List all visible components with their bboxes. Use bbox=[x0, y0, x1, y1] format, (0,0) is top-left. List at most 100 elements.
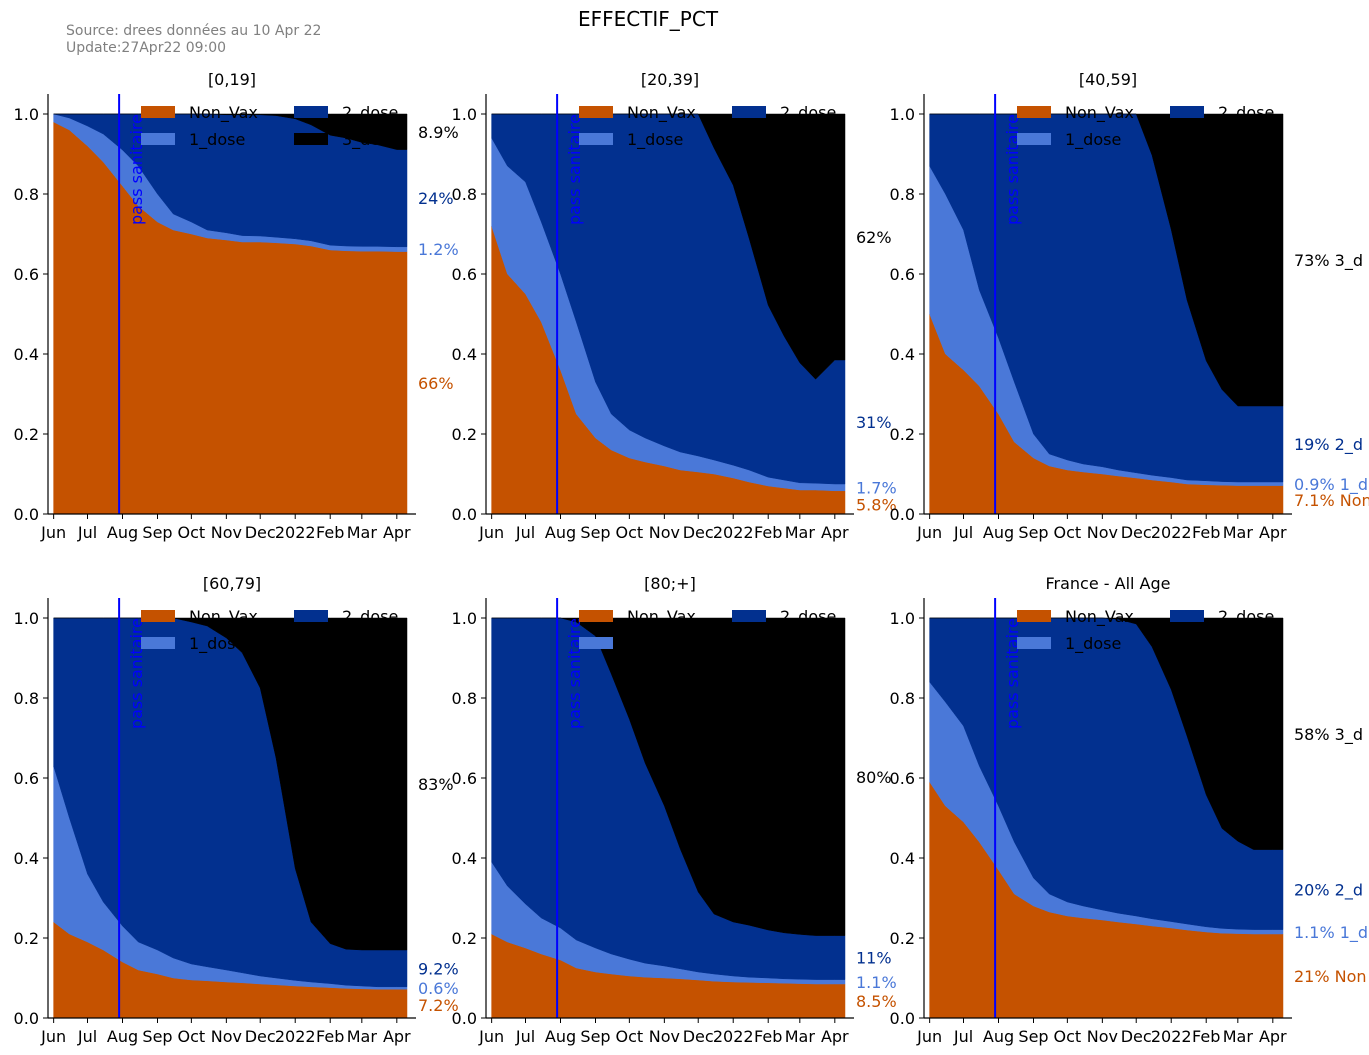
x-tick-label: 2022 bbox=[713, 523, 754, 542]
panel-title: [0,19] bbox=[208, 70, 256, 89]
area-3-dose bbox=[929, 617, 1284, 850]
end-label-1-dose: 0.9% 1_d bbox=[1294, 475, 1368, 495]
legend-label: 1_dose bbox=[1065, 130, 1121, 150]
x-tick-label: Aug bbox=[545, 523, 576, 542]
x-tick-label: Mar bbox=[347, 523, 378, 542]
panel-5: France - All Age pass sanitaire Non_Vax 1_d… bbox=[890, 574, 1369, 1046]
panel-4: [80;+] pass sanitaire Non_Vax 1_dose 2_dose 3… bbox=[452, 574, 897, 1046]
area-3-dose bbox=[929, 113, 1284, 407]
x-tick-label: Apr bbox=[821, 1027, 849, 1046]
y-tick-label: 0.2 bbox=[452, 425, 477, 444]
y-tick-label: 0.6 bbox=[14, 769, 39, 788]
panels-container: [0,19] pass sanitaire Non_Vax 1_dose 2_dose 3… bbox=[14, 70, 1369, 1046]
legend-swatch-non-vax bbox=[1017, 610, 1051, 622]
update-line: Update:27Apr22 09:00 bbox=[66, 40, 226, 56]
y-tick-label: 0.4 bbox=[14, 849, 39, 868]
x-tick-label: 2022 bbox=[275, 523, 316, 542]
legend-swatch-1-dose bbox=[1017, 637, 1051, 649]
y-tick-label: 0.6 bbox=[14, 265, 39, 284]
legend-label: Non_Vax bbox=[1065, 607, 1134, 627]
legend-swatch-non-vax bbox=[1017, 106, 1051, 118]
y-tick-label: 0.0 bbox=[14, 1009, 39, 1028]
x-tick-label: Oct bbox=[178, 1027, 206, 1046]
legend-swatch-2-dose bbox=[294, 610, 328, 622]
x-tick-label: Aug bbox=[545, 1027, 576, 1046]
y-tick-label: 1.0 bbox=[890, 105, 915, 124]
x-tick-label: Apr bbox=[383, 523, 411, 542]
x-tick-label: Dec bbox=[683, 1027, 714, 1046]
x-tick-label: Jun bbox=[478, 523, 504, 542]
panel-1: [20,39] pass sanitaire Non_Vax 1_dose 2_dose… bbox=[452, 70, 897, 542]
legend-swatch-3-dose bbox=[294, 133, 328, 145]
x-tick-label: Nov bbox=[649, 1027, 680, 1046]
legend-swatch-non-vax bbox=[579, 610, 613, 622]
legend-label: 2_dose bbox=[780, 607, 836, 627]
legend-swatch-2-dose bbox=[1170, 610, 1204, 622]
y-tick-label: 0.4 bbox=[452, 345, 477, 364]
x-tick-label: Jul bbox=[515, 1027, 535, 1046]
legend-label: 3_dose bbox=[780, 130, 836, 150]
x-tick-label: Dec bbox=[683, 523, 714, 542]
end-label-1-dose: 0.6% bbox=[418, 979, 459, 998]
x-tick-label: 2022 bbox=[1151, 523, 1192, 542]
legend-swatch-3-dose bbox=[294, 637, 328, 649]
end-label-non-vax: 5.8% bbox=[856, 495, 897, 514]
x-tick-label: Apr bbox=[1259, 523, 1287, 542]
pass-sanitaire-label: pass sanitaire bbox=[127, 114, 146, 225]
legend-swatch-3-dose bbox=[732, 133, 766, 145]
area-3-dose bbox=[53, 113, 408, 150]
legend-swatch-1-dose bbox=[1017, 133, 1051, 145]
x-tick-label: Jul bbox=[77, 523, 97, 542]
panel-title: [20,39] bbox=[641, 70, 699, 89]
pass-sanitaire-label: pass sanitaire bbox=[1003, 618, 1022, 729]
legend-label: 2_dose bbox=[1218, 103, 1274, 123]
x-tick-label: Feb bbox=[1192, 1027, 1220, 1046]
y-tick-label: 0.6 bbox=[452, 769, 477, 788]
x-tick-label: Dec bbox=[1121, 1027, 1152, 1046]
x-tick-label: Nov bbox=[1087, 1027, 1118, 1046]
x-tick-label: Sep bbox=[1018, 523, 1048, 542]
legend-label: 2_dose bbox=[1218, 607, 1274, 627]
legend-label: 1_dose bbox=[627, 130, 683, 150]
y-tick-label: 0.4 bbox=[890, 849, 915, 868]
end-label-3-dose: 80% bbox=[856, 768, 892, 787]
x-tick-label: Jun bbox=[916, 1027, 942, 1046]
end-label-2-dose: 9.2% bbox=[418, 959, 459, 978]
legend-swatch-2-dose bbox=[1170, 106, 1204, 118]
x-tick-label: Nov bbox=[211, 523, 242, 542]
legend-label: Non_Vax bbox=[189, 607, 258, 627]
y-tick-label: 0.2 bbox=[890, 929, 915, 948]
x-tick-label: Nov bbox=[649, 523, 680, 542]
x-tick-label: Oct bbox=[616, 523, 644, 542]
panel-title: [80;+] bbox=[644, 574, 696, 593]
x-tick-label: Mar bbox=[1223, 1027, 1254, 1046]
end-label-2-dose: 24% bbox=[418, 189, 454, 208]
pass-sanitaire-label: pass sanitaire bbox=[565, 618, 584, 729]
legend-label: 1_dose bbox=[189, 130, 245, 150]
area-3-dose bbox=[53, 617, 408, 951]
x-tick-label: Sep bbox=[580, 523, 610, 542]
x-tick-label: Mar bbox=[785, 1027, 816, 1046]
y-tick-label: 0.8 bbox=[890, 185, 915, 204]
end-label-non-vax: 8.5% bbox=[856, 992, 897, 1011]
x-tick-label: Feb bbox=[754, 523, 782, 542]
legend-swatch-2-dose bbox=[732, 106, 766, 118]
x-tick-label: Jul bbox=[515, 523, 535, 542]
area-3-dose bbox=[491, 617, 846, 936]
x-tick-label: Aug bbox=[983, 1027, 1014, 1046]
x-tick-label: 2022 bbox=[275, 1027, 316, 1046]
x-tick-label: Aug bbox=[107, 1027, 138, 1046]
y-tick-label: 1.0 bbox=[14, 105, 39, 124]
y-tick-label: 1.0 bbox=[452, 105, 477, 124]
x-tick-label: Sep bbox=[142, 1027, 172, 1046]
legend-swatch-2-dose bbox=[294, 106, 328, 118]
y-tick-label: 1.0 bbox=[14, 609, 39, 628]
x-tick-label: Jun bbox=[40, 523, 66, 542]
x-tick-label: Dec bbox=[245, 523, 276, 542]
end-label-non-vax: 21% Non bbox=[1294, 967, 1367, 986]
legend-swatch-non-vax bbox=[141, 106, 175, 118]
end-label-1-dose: 1.7% bbox=[856, 478, 897, 497]
legend-swatch-1-dose bbox=[141, 133, 175, 145]
x-tick-label: Oct bbox=[616, 1027, 644, 1046]
legend-swatch-1-dose bbox=[579, 133, 613, 145]
